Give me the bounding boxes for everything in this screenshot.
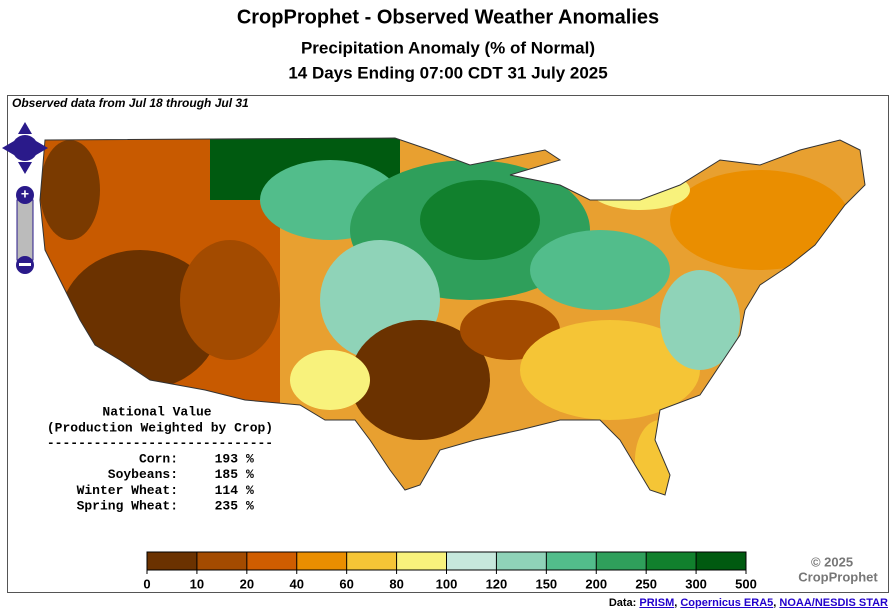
legend-tick-label: 500 bbox=[735, 576, 757, 591]
pan-control[interactable] bbox=[2, 122, 48, 174]
legend-swatch bbox=[446, 552, 497, 570]
legend-swatch bbox=[346, 552, 397, 570]
crop-value: 185 bbox=[215, 467, 239, 482]
legend-tick-label: 300 bbox=[685, 576, 707, 591]
map bbox=[40, 138, 865, 495]
footer: Data: PRISM, Copernicus ERA5, NOAA/NESDI… bbox=[609, 597, 888, 609]
crop-unit: % bbox=[246, 483, 254, 498]
map-frame bbox=[7, 95, 889, 593]
legend-swatch bbox=[596, 552, 647, 570]
crop-unit: % bbox=[246, 451, 254, 466]
crop-unit: % bbox=[246, 467, 254, 482]
legend-tick-label: 0 bbox=[143, 576, 150, 591]
legend-tick-label: 10 bbox=[190, 576, 204, 591]
crop-value: 193 bbox=[215, 451, 239, 466]
legend-tick-label: 40 bbox=[290, 576, 304, 591]
legend-tick-label: 200 bbox=[585, 576, 607, 591]
owner: CropProphet bbox=[798, 569, 878, 584]
national-rule: ----------------------------- bbox=[47, 435, 273, 450]
legend-swatch bbox=[646, 552, 697, 570]
crop-name: Soybeans: bbox=[108, 467, 178, 482]
legend-swatch bbox=[196, 552, 247, 570]
national-title: National Value bbox=[102, 404, 211, 419]
crop-value: 235 bbox=[215, 499, 239, 514]
crop-name: Winter Wheat: bbox=[77, 483, 178, 498]
legend-tick-label: 250 bbox=[635, 576, 657, 591]
legend-swatch bbox=[546, 552, 597, 570]
copyright: © 2025 bbox=[811, 554, 853, 569]
legend-tick-label: 100 bbox=[436, 576, 458, 591]
map-note: Observed data from Jul 18 through Jul 31 bbox=[12, 96, 249, 110]
source-link[interactable]: Copernicus ERA5 bbox=[680, 597, 774, 609]
legend-swatch bbox=[496, 552, 547, 570]
legend-tick-label: 20 bbox=[240, 576, 254, 591]
legend-swatch bbox=[396, 552, 447, 570]
source-link[interactable]: PRISM bbox=[639, 597, 675, 609]
legend-tick-label: 150 bbox=[535, 576, 557, 591]
svg-text:+: + bbox=[21, 186, 29, 202]
figure: CropProphet - Observed Weather Anomalies… bbox=[2, 6, 889, 593]
legend-swatch bbox=[296, 552, 347, 570]
legend-swatch bbox=[147, 552, 197, 570]
crop-value: 114 bbox=[215, 483, 239, 498]
us-outline bbox=[39, 137, 866, 496]
crop-name: Spring Wheat: bbox=[77, 499, 178, 514]
zoom-control[interactable]: + bbox=[16, 186, 34, 274]
period: 14 Days Ending 07:00 CDT 31 July 2025 bbox=[288, 63, 607, 82]
legend-tick-label: 60 bbox=[339, 576, 353, 591]
legend-swatch bbox=[246, 552, 297, 570]
title: CropProphet - Observed Weather Anomalies bbox=[237, 6, 659, 28]
crop-name: Corn: bbox=[139, 451, 178, 466]
separator: , bbox=[674, 597, 678, 609]
legend-swatch bbox=[696, 552, 746, 570]
legend-tick-label: 80 bbox=[389, 576, 403, 591]
legend-tick-label: 120 bbox=[486, 576, 508, 591]
source-link[interactable]: NOAA/NESDIS STAR bbox=[779, 597, 888, 609]
separator: , bbox=[773, 597, 777, 609]
national-subtitle: (Production Weighted by Crop) bbox=[47, 420, 273, 435]
footer-prefix: Data: bbox=[608, 597, 637, 609]
subtitle: Precipitation Anomaly (% of Normal) bbox=[301, 38, 595, 57]
crop-unit: % bbox=[246, 499, 254, 514]
